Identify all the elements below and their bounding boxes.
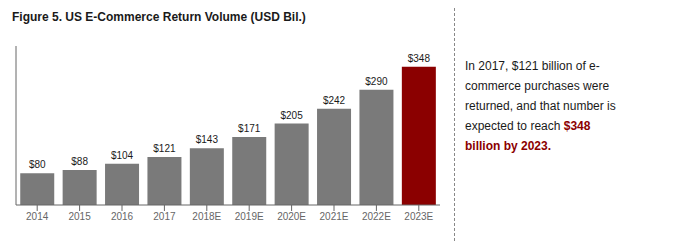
svg-text:2020E: 2020E (277, 211, 306, 222)
svg-text:$104: $104 (111, 150, 134, 161)
svg-text:$290: $290 (365, 76, 388, 87)
svg-text:$80: $80 (29, 159, 46, 170)
svg-text:2019E: 2019E (235, 211, 264, 222)
svg-text:2016: 2016 (111, 211, 134, 222)
svg-text:$348: $348 (408, 53, 431, 64)
svg-text:$242: $242 (323, 95, 346, 106)
html-text:billion by 2023.: billion by 2023. (465, 139, 551, 153)
html-text:Figure 5. US E-Commerce Return: Figure 5. US E-Commerce Return Volume (U… (12, 10, 306, 24)
html-text:expected to reach $348: expected to reach $348 (465, 119, 591, 133)
html-text:returned, and that number is: returned, and that number is (465, 99, 616, 113)
html-text:In 2017, $121 billion of e-: In 2017, $121 billion of e- (465, 59, 600, 73)
svg-text:2018E: 2018E (192, 211, 221, 222)
svg-text:$121: $121 (153, 143, 176, 154)
svg-text:2017: 2017 (153, 211, 176, 222)
html-text:commerce purchases were: commerce purchases were (465, 79, 610, 93)
svg-text:2023E: 2023E (404, 211, 433, 222)
svg-text:2021E: 2021E (320, 211, 349, 222)
svg-text:$171: $171 (238, 123, 261, 134)
svg-text:$205: $205 (281, 110, 304, 121)
svg-text:2022E: 2022E (362, 211, 391, 222)
svg-text:2014: 2014 (26, 211, 49, 222)
svg-text:2015: 2015 (68, 211, 91, 222)
svg-text:$143: $143 (196, 134, 219, 145)
svg-text:$88: $88 (71, 156, 88, 167)
